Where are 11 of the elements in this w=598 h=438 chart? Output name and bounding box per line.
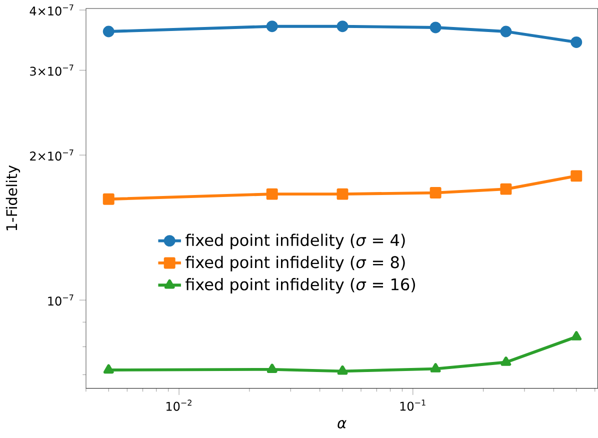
legend-label: fixed point infidelity (σ = 8) (185, 256, 405, 272)
x-tick-label: 10$^{−1}$ (400, 400, 426, 411)
x-axis-title: α (338, 420, 346, 428)
legend-label: fixed point infidelity (σ = 4) (185, 234, 405, 250)
y-tick-label: 2×10$^{−7}$ (30, 149, 74, 161)
y-axis-title: 1-Fidelity (6, 165, 20, 230)
y-tick-label: 3×10$^{−7}$ (30, 64, 74, 76)
x-tick-label: 10$^{−2}$ (166, 400, 192, 411)
y-tick-label: 10$^{−7}$ (48, 294, 74, 306)
legend-label: fixed point infidelity (σ = 16) (185, 278, 415, 294)
y-tick-label: 4×10$^{−7}$ (30, 4, 74, 16)
